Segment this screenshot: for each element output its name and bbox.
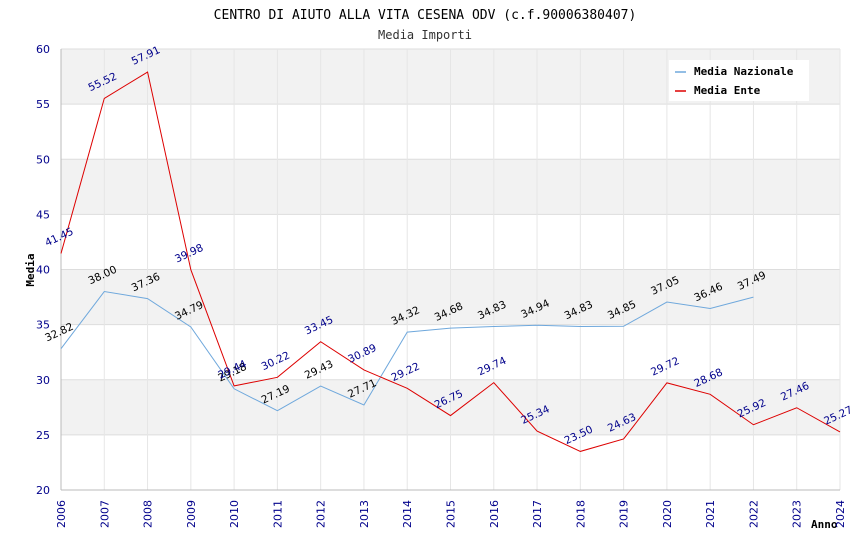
y-tick-label: 35: [36, 319, 50, 332]
x-tick-label: 2013: [358, 500, 371, 528]
legend-label-media-ente: Media Ente: [694, 84, 761, 97]
y-axis-label: Media: [24, 253, 37, 286]
y-tick-label: 40: [36, 264, 50, 277]
x-tick-label: 2007: [98, 500, 111, 528]
legend-label-media-nazionale: Media Nazionale: [694, 65, 794, 78]
chart-title: CENTRO DI AIUTO ALLA VITA CESENA ODV (c.…: [214, 8, 637, 23]
y-tick-label: 25: [36, 429, 50, 442]
x-tick-label: 2022: [747, 500, 760, 528]
x-tick-label: 2020: [661, 500, 674, 528]
x-axis-label: Anno: [811, 518, 838, 531]
x-tick-label: 2016: [488, 500, 501, 528]
data-label: 30.89: [346, 342, 378, 366]
x-tick-labels: 2006 2007 2008 2009 2010 2011 2012 2013 2014 2015…: [55, 500, 847, 528]
data-label: 29.74: [476, 355, 509, 379]
chart-subtitle: Media Importi: [378, 28, 472, 42]
x-tick-label: 2012: [315, 500, 328, 528]
series-line-media-ente: [60, 71, 841, 452]
x-tick-label: 2018: [574, 500, 587, 528]
x-tick-label: 2010: [228, 500, 241, 528]
x-tick-label: 2009: [185, 500, 198, 528]
y-tick-label: 30: [36, 374, 50, 387]
y-tick-labels: 20 25 30 35 40 45 50 55 60: [36, 43, 50, 497]
legend-box: [669, 60, 809, 101]
data-label: 41.45: [43, 226, 75, 250]
x-tick-label: 2021: [704, 500, 717, 528]
y-tick-label: 60: [36, 43, 50, 56]
series-line-media-nazionale: [60, 291, 754, 412]
x-tick-label: 2024: [834, 500, 847, 528]
series-lines: [60, 71, 841, 452]
x-tick-label: 2011: [271, 500, 284, 528]
y-tick-label: 55: [36, 98, 50, 111]
y-tick-label: 20: [36, 484, 50, 497]
x-tick-label: 2006: [55, 500, 68, 528]
x-tick-label: 2008: [142, 500, 155, 528]
data-label: 29.43: [303, 358, 335, 382]
data-label: 29.72: [649, 355, 681, 379]
x-tick-label: 2023: [791, 500, 804, 528]
x-tick-label: 2019: [618, 500, 631, 528]
chart-axes: [60, 49, 840, 491]
y-tick-label: 45: [36, 208, 50, 221]
legend: Media Nazionale Media Ente: [669, 60, 809, 101]
x-tick-label: 2015: [445, 500, 458, 528]
y-tick-label: 50: [36, 153, 50, 166]
x-tick-label: 2014: [401, 500, 414, 528]
x-tick-label: 2017: [531, 500, 544, 528]
